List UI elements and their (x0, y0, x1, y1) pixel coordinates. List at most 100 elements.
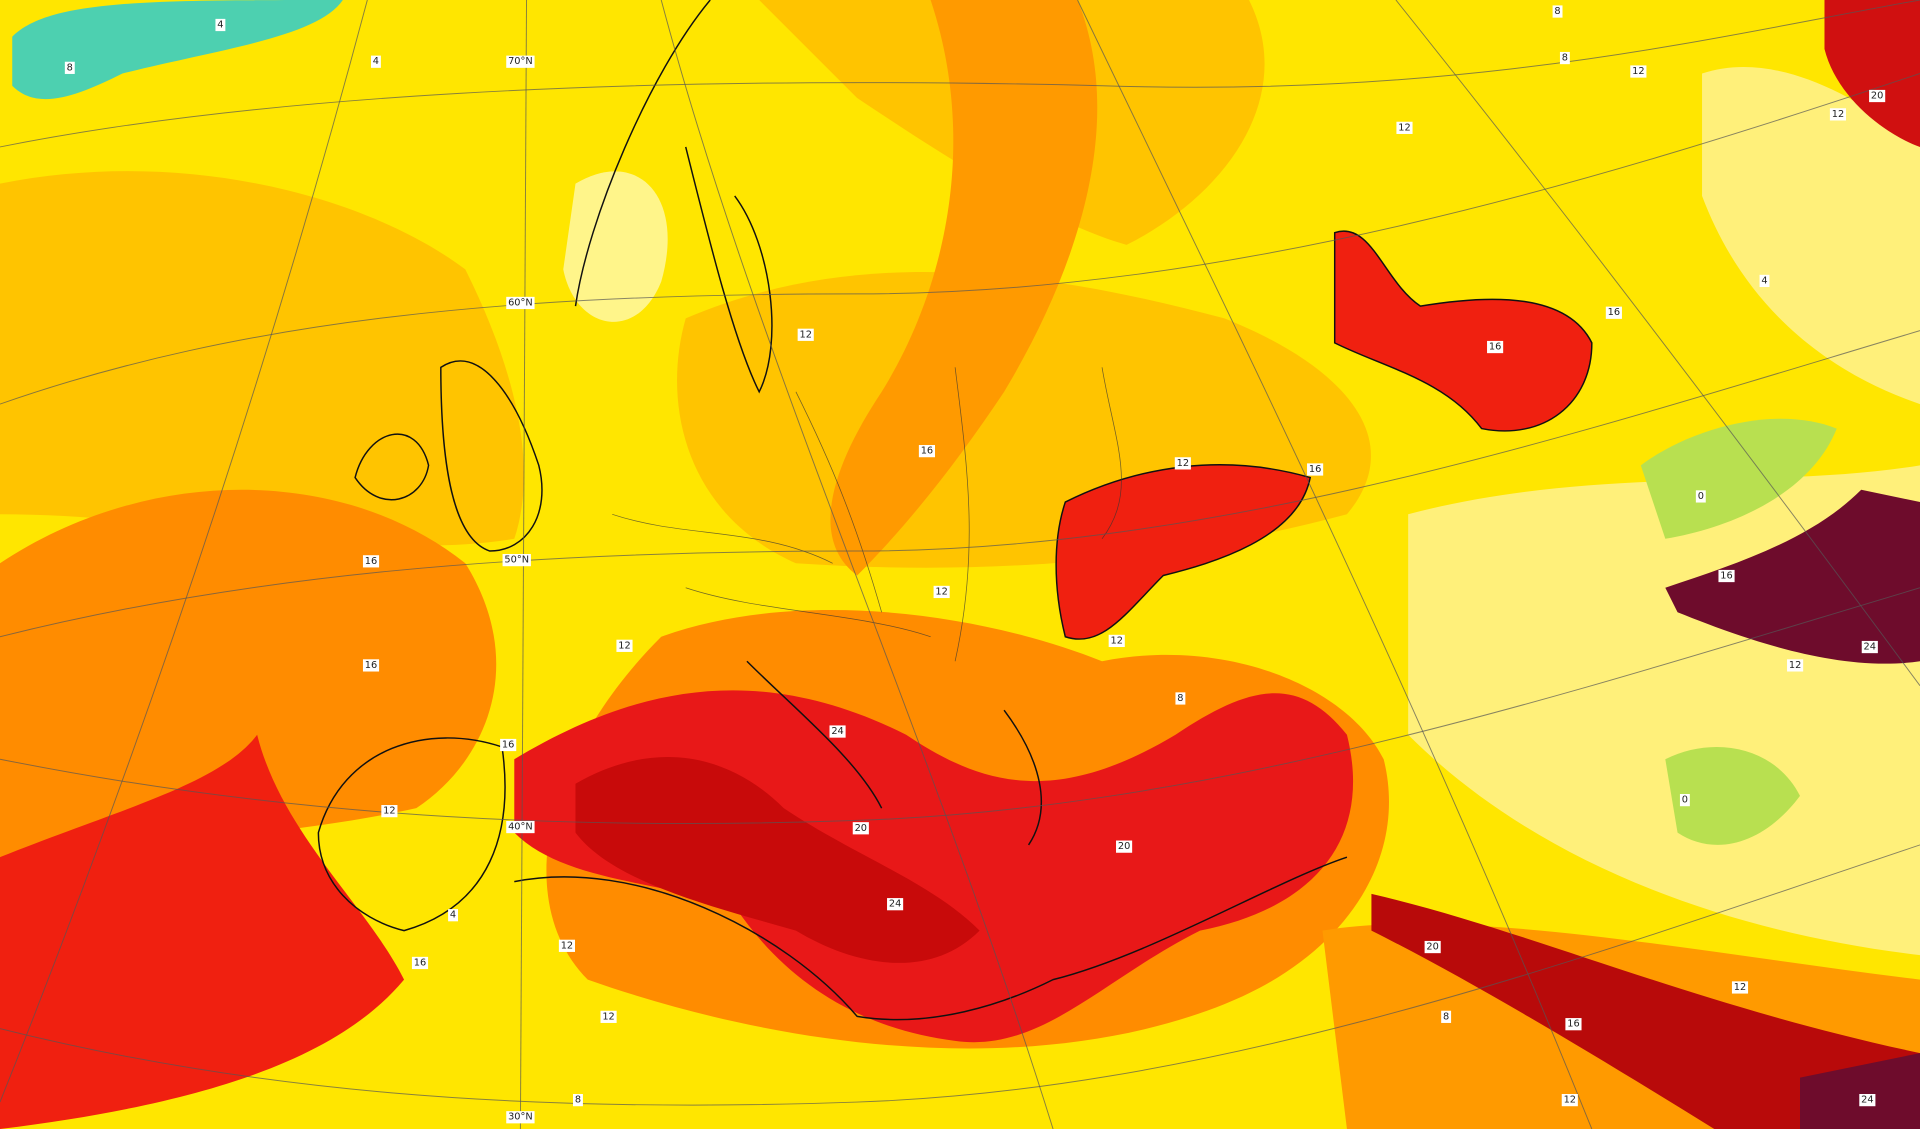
label-background (1424, 940, 1441, 954)
contour-label: 4 (1761, 275, 1767, 286)
label-background (1441, 1010, 1452, 1023)
contour-label: 4 (217, 19, 223, 30)
red-area (1056, 464, 1311, 640)
contour-label: 8 (1443, 1011, 1449, 1022)
label-background (1174, 457, 1191, 470)
extreme-area (1665, 489, 1920, 664)
coastline (317, 0, 1593, 1021)
label-background (1679, 793, 1690, 807)
label-background (600, 1010, 617, 1023)
label-background (1565, 1018, 1582, 1031)
contour-label: 16 (1567, 1019, 1579, 1030)
contour-label: 12 (1832, 109, 1844, 120)
contour-label: 12 (383, 806, 395, 817)
contour-label: 20 (1426, 942, 1438, 953)
label-background (215, 18, 226, 32)
label-background (506, 296, 535, 310)
contour-label: 16 (414, 957, 426, 968)
label-background (1859, 1093, 1876, 1107)
label-background (370, 55, 381, 68)
contour-label: 16 (1489, 342, 1501, 353)
parallel (0, 330, 1920, 638)
meridian (0, 0, 368, 1103)
contour-label: 16 (1309, 464, 1321, 475)
label-background (506, 820, 535, 834)
label-background (1731, 981, 1749, 994)
label-background (381, 805, 398, 818)
parallel (0, 0, 1920, 148)
label-background (797, 328, 814, 341)
very-hot-area (1371, 893, 1920, 1129)
meridian (660, 0, 1054, 1129)
contour-label: 16 (365, 660, 377, 671)
label-background (1552, 5, 1563, 18)
contour-label: 12 (1111, 635, 1123, 646)
contour-label: 12 (1564, 1095, 1576, 1106)
parallel (0, 844, 1920, 1106)
contour-label: 8 (1562, 53, 1568, 64)
contour-label: 4 (450, 910, 456, 921)
label-background (829, 725, 846, 738)
contour-label: 12 (1734, 982, 1746, 993)
contour-label: 12 (1177, 458, 1189, 469)
contour-label: 12 (561, 940, 573, 951)
label-background (506, 55, 535, 68)
red-area (0, 734, 405, 1129)
cool-area (1665, 746, 1800, 845)
light-area (1702, 66, 1920, 405)
border (612, 367, 1122, 662)
contour-label: 24 (889, 899, 901, 910)
label-background (1487, 340, 1504, 354)
label-background (1108, 634, 1125, 648)
label-background (1116, 840, 1133, 853)
light-area (563, 171, 668, 322)
label-background (1829, 108, 1847, 121)
label-background (362, 659, 380, 672)
contour-label: 16 (1608, 307, 1620, 318)
warm-area (0, 171, 524, 546)
contour-label: 8 (67, 62, 73, 73)
contour-label: 24 (1861, 1095, 1873, 1106)
label-background (887, 898, 904, 911)
label-background (558, 939, 576, 952)
contour-label: 12 (1789, 660, 1801, 671)
label-background (1869, 89, 1886, 103)
label-background (500, 738, 517, 752)
cool-area (1640, 418, 1837, 539)
meridian (1395, 0, 1920, 687)
label-background (852, 822, 869, 835)
contour-label: 12 (1632, 66, 1644, 77)
contour-label: 12 (799, 329, 811, 340)
label-background (1630, 65, 1647, 78)
contour-label: 20 (1118, 841, 1130, 852)
contour-label: 12 (602, 1011, 614, 1022)
contour-label: 0 (1698, 491, 1704, 502)
red-area (1824, 0, 1920, 147)
label-background (1559, 51, 1570, 65)
latitude-label: 60°N (508, 297, 533, 308)
label-background (1718, 569, 1735, 583)
latitude-label: 70°N (508, 56, 533, 67)
contour-label: 20 (1871, 91, 1883, 102)
label-background (64, 61, 75, 74)
label-background (573, 1093, 583, 1107)
contour-label: 8 (1554, 6, 1560, 17)
label-background (1861, 640, 1878, 654)
label-background (1175, 692, 1186, 705)
label-background (411, 956, 429, 970)
cold-area (12, 0, 343, 100)
parallel (0, 587, 1920, 825)
label-background (1759, 274, 1770, 288)
label-background (502, 553, 531, 567)
contour-label: 24 (831, 726, 843, 737)
contour-label: 8 (575, 1095, 581, 1106)
contour-label: 0 (1682, 795, 1688, 806)
latitude-label: 50°N (504, 555, 529, 566)
contour-label: 12 (618, 640, 630, 651)
label-background (1396, 121, 1413, 134)
latitude-label: 40°N (508, 822, 533, 833)
extreme-area (1800, 1053, 1920, 1129)
contour-label: 16 (921, 446, 933, 457)
